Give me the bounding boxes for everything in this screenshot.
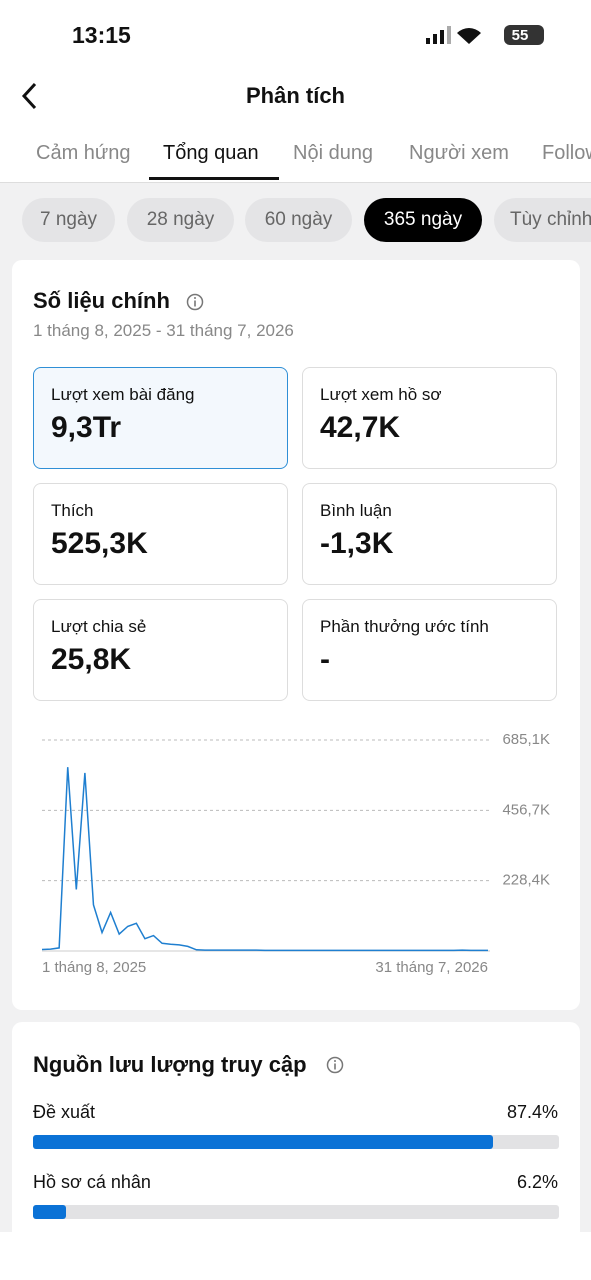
traffic-card: Nguồn lưu lượng truy cập Đề xuất 87.4% Hồ … bbox=[12, 1022, 580, 1232]
metric-label: Thích bbox=[51, 501, 94, 520]
y-tick-label: 228,4K bbox=[502, 872, 550, 889]
metric-label: Bình luận bbox=[320, 501, 392, 520]
data-line bbox=[41, 767, 488, 952]
metric-value: -1,3K bbox=[320, 527, 394, 560]
period-pill[interactable]: 28 ngày bbox=[127, 198, 234, 242]
metric-card[interactable]: Phần thưởng ước tính - bbox=[302, 599, 557, 701]
metric-value: 9,3Tr bbox=[51, 411, 122, 444]
source-name: Đề xuất bbox=[33, 1102, 96, 1122]
metric-value: 525,3K bbox=[51, 527, 148, 560]
metric-card[interactable]: Lượt xem bài đăng 9,3Tr bbox=[33, 367, 288, 469]
bar-fill bbox=[33, 1135, 493, 1149]
y-tick-label: 685,1K bbox=[502, 731, 550, 748]
top-bar bbox=[0, 0, 591, 183]
period-pill[interactable]: 60 ngày bbox=[245, 198, 352, 242]
metric-card[interactable]: Bình luận -1,3K bbox=[302, 483, 557, 585]
metric-card[interactable]: Lượt chia sẻ 25,8K bbox=[33, 599, 288, 701]
metric-value: 25,8K bbox=[51, 643, 132, 676]
period-pill[interactable]: 7 ngày bbox=[22, 198, 115, 242]
section-title: Số liệu chính bbox=[33, 288, 170, 313]
back-button[interactable] bbox=[20, 82, 40, 110]
tab[interactable]: Nội dung bbox=[293, 142, 374, 164]
period-pill[interactable]: 365 ngày bbox=[364, 198, 482, 242]
bar-track bbox=[33, 1205, 559, 1219]
section-title: Nguồn lưu lượng truy cập bbox=[33, 1052, 307, 1077]
tab-underline bbox=[149, 177, 279, 180]
metric-card[interactable]: Thích 525,3K bbox=[33, 483, 288, 585]
source-percent: 6.2% bbox=[516, 1172, 558, 1192]
metrics-card: Số liệu chính 1 tháng 8, 2025 - 31 tháng… bbox=[12, 260, 580, 1010]
period-pill[interactable]: Tùy chỉnh bbox=[494, 198, 591, 242]
battery: 55 bbox=[512, 27, 529, 44]
info-icon[interactable] bbox=[326, 1056, 344, 1074]
metric-label: Lượt xem hồ sơ bbox=[320, 385, 442, 404]
page-title: Phân tích bbox=[245, 83, 345, 108]
tab[interactable]: Follower bbox=[542, 142, 591, 164]
x-tick-label: 1 tháng 8, 2025 bbox=[42, 959, 146, 976]
time: 13:15 bbox=[72, 22, 131, 48]
y-tick-label: 456,7K bbox=[502, 801, 550, 818]
tab[interactable]: Tổng quan bbox=[163, 142, 259, 164]
source-percent: 87.4% bbox=[506, 1102, 558, 1122]
bar-fill bbox=[33, 1205, 66, 1219]
tab[interactable]: Người xem bbox=[409, 142, 509, 164]
tab[interactable]: Cảm hứng bbox=[36, 142, 131, 164]
metric-label: Lượt xem bài đăng bbox=[51, 385, 195, 404]
info-icon[interactable] bbox=[186, 293, 204, 311]
bottom-area bbox=[0, 1232, 591, 1280]
status-icons: 55 bbox=[426, 25, 544, 45]
metric-label: Lượt chia sẻ bbox=[51, 617, 147, 636]
metric-value: - bbox=[320, 643, 330, 676]
metric-card[interactable]: Lượt xem hồ sơ 42,7K bbox=[302, 367, 557, 469]
metric-value: 42,7K bbox=[320, 411, 401, 444]
date-range: 1 tháng 8, 2025 - 31 tháng 7, 2026 bbox=[33, 321, 294, 340]
source-name: Hồ sơ cá nhân bbox=[33, 1172, 151, 1192]
line-chart: 228,4K 456,7K 685,1K 1 tháng 8, 2025 31 thán… bbox=[41, 731, 550, 976]
metric-label: Phần thưởng ước tính bbox=[320, 617, 489, 636]
x-tick-label: 31 tháng 7, 2026 bbox=[375, 959, 488, 976]
